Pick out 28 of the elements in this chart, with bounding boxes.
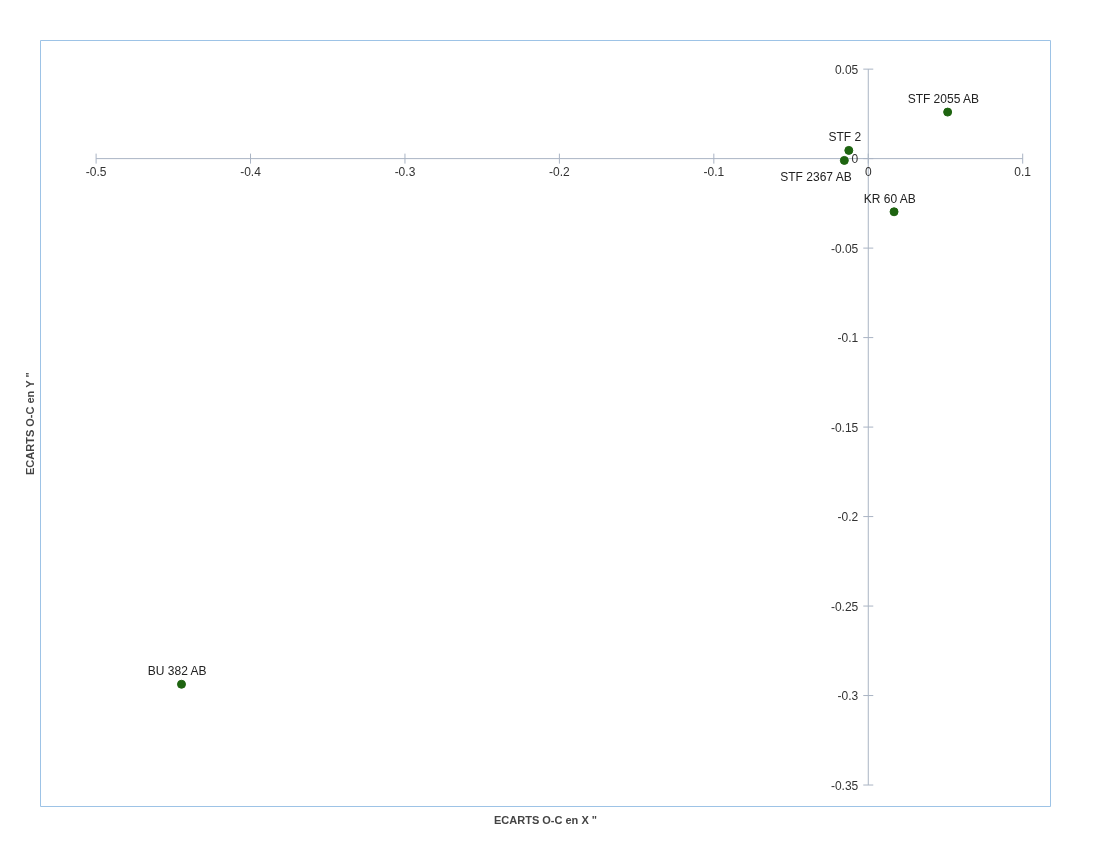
annotation: KR 60 AB	[863, 191, 916, 206]
y-tick-label: -0.35	[830, 778, 859, 793]
annotation: STF 2	[828, 130, 862, 145]
x-tick-label: 0.1	[1014, 164, 1032, 179]
y-tick-label: 0.05	[834, 62, 859, 77]
y-tick-label: -0.3	[837, 689, 859, 704]
y-tick-label: -0.05	[830, 241, 859, 256]
point	[844, 145, 854, 155]
x-tick-label: -0.4	[240, 164, 262, 179]
point	[177, 679, 186, 689]
y-tick-label: 0	[851, 152, 859, 167]
y-tick-label: -0.2	[837, 510, 859, 525]
point	[889, 207, 899, 217]
y-tick-label: -0.25	[830, 599, 859, 614]
x-tick-label: 0	[864, 164, 872, 179]
annotation: STF 2367 AB	[780, 170, 852, 185]
x-tick-label: -0.3	[394, 164, 416, 179]
x-axis-title: ECARTS O-C en X "	[494, 813, 598, 826]
x-tick-label: -0.2	[549, 164, 571, 179]
x-tick-label: -0.5	[85, 164, 107, 179]
annotation: BU 382 AB	[147, 664, 207, 679]
y-tick-label: -0.15	[830, 420, 859, 435]
y-tick-label: -0.1	[837, 331, 859, 346]
y-axis-title: ECARTS O-C en Y "	[23, 372, 36, 475]
x-tick-label: -0.1	[703, 164, 725, 179]
point	[943, 107, 953, 117]
point	[839, 155, 849, 165]
annotation: STF 2055 AB	[907, 92, 979, 107]
